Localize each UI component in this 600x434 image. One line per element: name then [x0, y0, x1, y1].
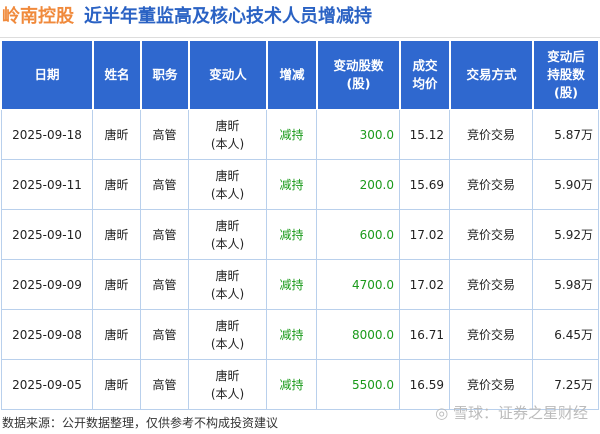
cell-position: 高管 [141, 310, 189, 360]
cell-after: 5.92万 [533, 210, 599, 260]
changer-name: 唐昕 [215, 268, 240, 283]
cell-date: 2025-09-18 [1, 110, 93, 160]
changer-name: 唐昕 [215, 118, 240, 133]
cell-price: 16.71 [400, 310, 450, 360]
table-title: 近半年董监高及核心技术人员增减持 [84, 6, 372, 27]
cell-shares: 200.0 [317, 160, 400, 210]
col-shares-label: 变动股数 [333, 58, 384, 73]
cell-after: 6.45万 [533, 310, 599, 360]
cell-changer: 唐昕 (本人) [189, 360, 267, 410]
table-row: 2025-09-11 唐昕 高管 唐昕 (本人) 减持 200.0 15.69 竞价交易 5.90… [1, 160, 599, 210]
header-row: 日期 姓名 职务 变动人 增减 变动股数 (股) 成交均价 交易方式 变动后持股数… [1, 40, 599, 110]
col-direction: 增减 [267, 40, 317, 110]
changer-name: 唐昕 [215, 368, 240, 383]
cell-price: 17.02 [400, 260, 450, 310]
col-shares: 变动股数 (股) [317, 40, 400, 110]
cell-date: 2025-09-09 [1, 260, 93, 310]
cell-price: 16.59 [400, 360, 450, 410]
company-name: 岭南控股 [2, 6, 74, 27]
col-after-l2: 持股数 [547, 67, 585, 82]
cell-date: 2025-09-08 [1, 310, 93, 360]
cell-direction: 减持 [267, 310, 317, 360]
cell-name: 唐昕 [93, 310, 141, 360]
cell-direction: 减持 [267, 260, 317, 310]
cell-after: 5.98万 [533, 260, 599, 310]
col-price-l1: 成交 [412, 58, 438, 73]
cell-date: 2025-09-05 [1, 360, 93, 410]
col-price: 成交 均价 [400, 40, 450, 110]
col-after-l1: 变动后 [547, 49, 585, 64]
cell-after: 7.25万 [533, 360, 599, 410]
cell-price: 15.12 [400, 110, 450, 160]
cell-shares: 300.0 [317, 110, 400, 160]
data-source-note: 数据来源：公开数据整理，仅供参考不构成投资建议 [2, 416, 279, 430]
cell-name: 唐昕 [93, 110, 141, 160]
cell-name: 唐昕 [93, 210, 141, 260]
col-after: 变动后持股数 (股) [533, 40, 599, 110]
changer-note: (本人) [210, 336, 245, 351]
cell-changer: 唐昕 (本人) [189, 310, 267, 360]
cell-position: 高管 [141, 210, 189, 260]
table-row: 2025-09-08 唐昕 高管 唐昕 (本人) 减持 8000.0 16.71 竞价交易 6.4… [1, 310, 599, 360]
changer-note: (本人) [210, 186, 245, 201]
cell-method: 竞价交易 [450, 110, 533, 160]
cell-name: 唐昕 [93, 260, 141, 310]
col-date: 日期 [1, 40, 93, 110]
cell-direction: 减持 [267, 210, 317, 260]
cell-shares: 600.0 [317, 210, 400, 260]
cell-after: 5.90万 [533, 160, 599, 210]
cell-date: 2025-09-10 [1, 210, 93, 260]
cell-changer: 唐昕 (本人) [189, 210, 267, 260]
changer-note: (本人) [210, 386, 245, 401]
changer-note: (本人) [210, 286, 245, 301]
changer-name: 唐昕 [215, 218, 240, 233]
cell-name: 唐昕 [93, 360, 141, 410]
cell-changer: 唐昕 (本人) [189, 110, 267, 160]
divider [0, 37, 600, 38]
col-position: 职务 [141, 40, 189, 110]
cell-position: 高管 [141, 110, 189, 160]
cell-position: 高管 [141, 360, 189, 410]
cell-direction: 减持 [267, 360, 317, 410]
watermark-logo: ◎ 雪球：证券之星财经 [435, 404, 588, 422]
col-changer: 变动人 [189, 40, 267, 110]
page-title: 岭南控股 近半年董监高及核心技术人员增减持 [2, 2, 372, 28]
cell-name: 唐昕 [93, 160, 141, 210]
table-row: 2025-09-09 唐昕 高管 唐昕 (本人) 减持 4700.0 17.02 竞价交易 5.9… [1, 260, 599, 310]
col-after-l3: (股) [554, 85, 578, 100]
changer-note: (本人) [210, 236, 245, 251]
holdings-change-table: 日期 姓名 职务 变动人 增减 变动股数 (股) 成交均价 交易方式 变动后持股数… [1, 40, 599, 410]
col-shares-unit: (股) [346, 76, 371, 91]
cell-method: 竞价交易 [450, 210, 533, 260]
cell-date: 2025-09-11 [1, 160, 93, 210]
cell-method: 竞价交易 [450, 260, 533, 310]
table-row: 2025-09-05 唐昕 高管 唐昕 (本人) 减持 5500.0 16.59 竞价交易 7.2… [1, 360, 599, 410]
cell-changer: 唐昕 (本人) [189, 160, 267, 210]
table-row: 2025-09-10 唐昕 高管 唐昕 (本人) 减持 600.0 17.02 竞价交易 5.92… [1, 210, 599, 260]
cell-method: 竞价交易 [450, 360, 533, 410]
cell-price: 15.69 [400, 160, 450, 210]
cell-method: 竞价交易 [450, 310, 533, 360]
cell-changer: 唐昕 (本人) [189, 260, 267, 310]
col-price-l2: 均价 [412, 76, 438, 91]
cell-position: 高管 [141, 160, 189, 210]
changer-note: (本人) [210, 136, 245, 151]
cell-direction: 减持 [267, 160, 317, 210]
cell-direction: 减持 [267, 110, 317, 160]
cell-after: 5.87万 [533, 110, 599, 160]
col-method: 交易方式 [450, 40, 533, 110]
cell-shares: 5500.0 [317, 360, 400, 410]
col-name: 姓名 [93, 40, 141, 110]
table-row: 2025-09-18 唐昕 高管 唐昕 (本人) 减持 300.0 15.12 竞价交易 5.87… [1, 110, 599, 160]
logo-text: 雪球：证券之星财经 [452, 404, 588, 422]
cell-price: 17.02 [400, 210, 450, 260]
cell-shares: 4700.0 [317, 260, 400, 310]
changer-name: 唐昕 [215, 318, 240, 333]
changer-name: 唐昕 [215, 168, 240, 183]
cell-position: 高管 [141, 260, 189, 310]
cell-shares: 8000.0 [317, 310, 400, 360]
cell-method: 竞价交易 [450, 160, 533, 210]
